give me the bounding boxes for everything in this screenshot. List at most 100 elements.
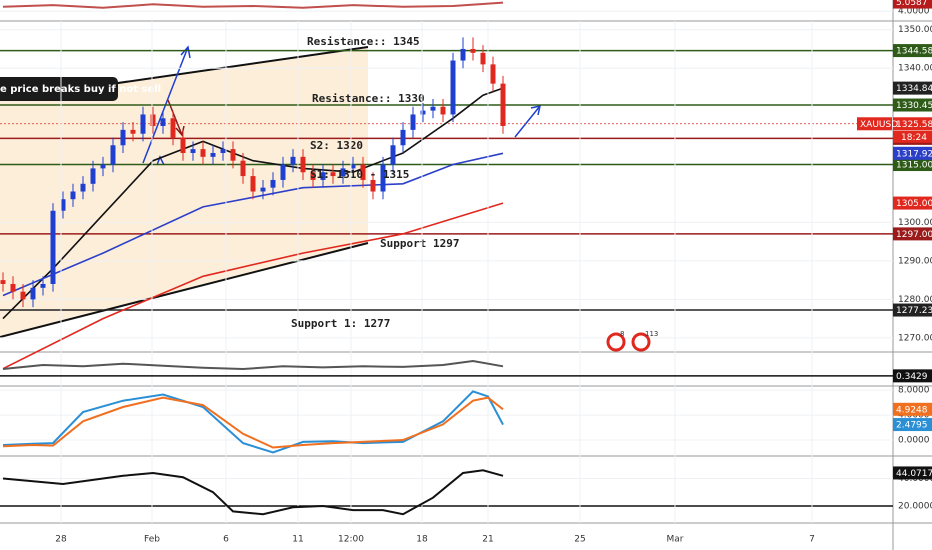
candle-body bbox=[430, 106, 436, 111]
y-tick-label: 1290.00 bbox=[898, 256, 932, 266]
candle-body bbox=[340, 168, 346, 177]
y-tick-label: 1300.00 bbox=[898, 218, 932, 228]
candle-body bbox=[170, 118, 176, 138]
y-tick-label: 1280.00 bbox=[898, 295, 932, 305]
countdown: 18:24 bbox=[901, 133, 927, 143]
price-tag-label: 1334.84 bbox=[896, 84, 932, 94]
candle-body bbox=[360, 164, 366, 180]
indicator-line bbox=[2, 1, 504, 9]
indicator-line bbox=[2, 390, 504, 454]
price-tag-label: 1305.00 bbox=[896, 199, 932, 209]
annotation: Support 1297 bbox=[380, 237, 459, 250]
indicator-line bbox=[2, 359, 504, 371]
x-tick-label: 7 bbox=[809, 535, 815, 545]
candle-body bbox=[290, 156, 296, 165]
x-tick-label: 28 bbox=[55, 535, 67, 545]
candle-body bbox=[30, 287, 36, 300]
event-count: 113 bbox=[645, 330, 658, 338]
y-tick-label: 0.0000 bbox=[898, 436, 930, 446]
candle-body bbox=[100, 164, 106, 169]
candle-body bbox=[300, 156, 306, 173]
price-tag bbox=[857, 117, 892, 131]
price-tag bbox=[893, 117, 932, 131]
x-tick-label: 6 bbox=[223, 535, 229, 545]
candle-body bbox=[50, 210, 56, 284]
candle-body bbox=[80, 183, 86, 192]
price-tag-label: 44.0717 bbox=[896, 469, 932, 479]
candle-body bbox=[280, 164, 286, 180]
candle-body bbox=[390, 145, 396, 165]
candle-body bbox=[420, 110, 426, 115]
indicator-line bbox=[2, 469, 504, 516]
x-tick-label: 12:00 bbox=[338, 535, 364, 545]
price-tag-label: 1317.92 bbox=[896, 149, 932, 159]
candle-body bbox=[310, 172, 316, 180]
indicator-line bbox=[2, 87, 504, 320]
range-box bbox=[0, 47, 368, 337]
price-tag-label: 0.3429 bbox=[896, 372, 928, 382]
price-tag-label: 1344.58 bbox=[896, 47, 932, 57]
x-tick-label: 11 bbox=[292, 535, 303, 545]
y-tick-label: 1340.00 bbox=[898, 64, 932, 74]
annotation: Resistance:: 1330 bbox=[312, 92, 425, 105]
price-tag bbox=[893, 44, 932, 58]
candle-body bbox=[490, 64, 496, 84]
indicator-line bbox=[2, 152, 504, 297]
candle-body bbox=[470, 48, 476, 53]
y-tick-label: 1270.00 bbox=[898, 333, 932, 343]
x-tick-label: Mar bbox=[667, 535, 684, 545]
annotation: Support 1: 1277 bbox=[291, 317, 390, 330]
price-tag-label: 1330.45 bbox=[896, 101, 932, 111]
candle-body bbox=[250, 176, 256, 192]
event-icon bbox=[606, 332, 626, 352]
candle-body bbox=[70, 191, 76, 200]
candle-body bbox=[40, 283, 46, 288]
candle-body bbox=[190, 149, 196, 153]
annotation: Resistance:: 1345 bbox=[307, 35, 420, 48]
candle-body bbox=[400, 129, 406, 146]
price-tag-label: 1297.00 bbox=[896, 230, 932, 240]
candle-body bbox=[350, 164, 356, 169]
price-tag bbox=[893, 146, 932, 160]
candle-body bbox=[450, 60, 456, 115]
price-tag bbox=[893, 402, 932, 416]
candle-body bbox=[380, 164, 386, 192]
candle-body bbox=[410, 114, 416, 130]
candle-body bbox=[150, 114, 156, 127]
indicator-line bbox=[2, 202, 504, 370]
price-tag bbox=[893, 303, 932, 317]
annotation: S1: 1310 - 1315 bbox=[310, 168, 409, 181]
candle-body bbox=[210, 152, 216, 157]
candle-body bbox=[260, 187, 266, 192]
candle-body bbox=[160, 118, 166, 127]
y-tick-label: 20.0000 bbox=[898, 501, 932, 511]
price-tag-label: XAUUSD bbox=[860, 120, 898, 130]
candle-body bbox=[200, 149, 206, 157]
candle-body bbox=[20, 291, 26, 300]
x-tick-label: 18 bbox=[416, 535, 428, 545]
price-tag bbox=[893, 81, 932, 95]
price-tag bbox=[893, 158, 932, 172]
event-icon bbox=[631, 332, 651, 352]
candle-body bbox=[110, 145, 116, 165]
x-tick-label: Feb bbox=[144, 535, 160, 545]
price-tag-label: 4.9248 bbox=[896, 405, 928, 415]
candle-body bbox=[220, 149, 226, 153]
candle-body bbox=[440, 106, 446, 115]
candle-body bbox=[0, 280, 6, 284]
candle-body bbox=[60, 199, 66, 211]
x-tick-label: 25 bbox=[574, 535, 585, 545]
grids bbox=[0, 10, 893, 507]
y-tick-label: 1350.00 bbox=[898, 25, 932, 35]
candle-body bbox=[480, 52, 486, 65]
candle-body bbox=[240, 160, 246, 177]
event-count: 8 bbox=[620, 330, 624, 338]
price-tag-label: 5.0587 bbox=[896, 0, 928, 8]
candle-body bbox=[140, 114, 146, 134]
price-tag-label: 1325.58 bbox=[896, 120, 932, 130]
price-tag bbox=[893, 369, 932, 383]
candle-body bbox=[90, 168, 96, 184]
price-tag bbox=[893, 418, 932, 432]
